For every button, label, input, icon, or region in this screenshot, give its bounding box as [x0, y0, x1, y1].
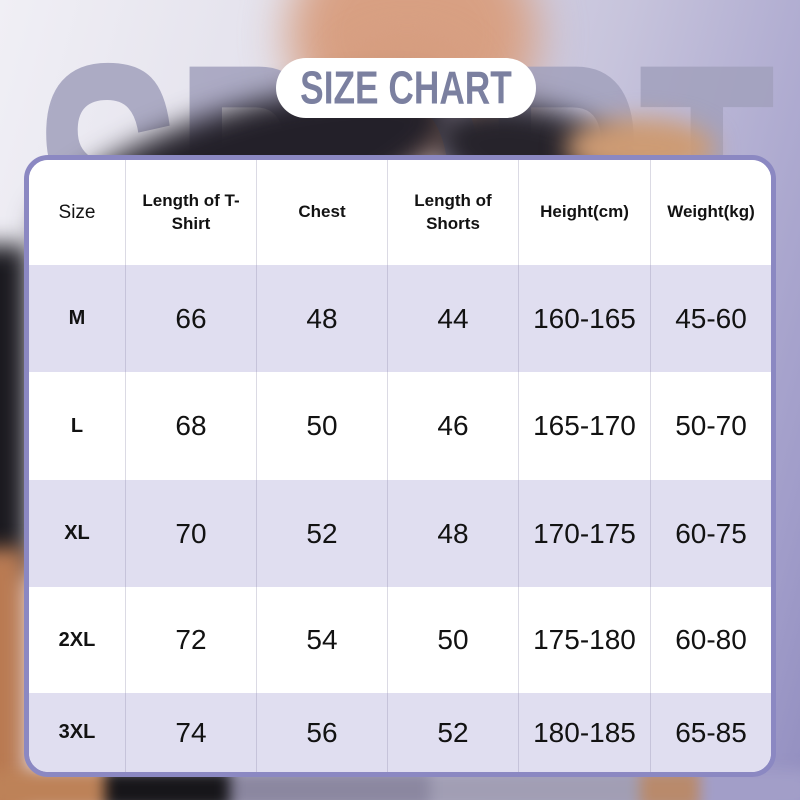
size-cell: L — [29, 372, 126, 480]
value-cell: 70 — [126, 480, 257, 587]
model-left-arm-blur — [0, 548, 26, 800]
value-cell: 180-185 — [519, 693, 651, 772]
value-cell: 65-85 — [675, 716, 747, 748]
header-cell-chest: Chest — [257, 160, 388, 265]
size-cell: XL — [29, 480, 126, 587]
table-row-l: L 68 50 46 165-170 50-70 — [29, 372, 771, 480]
value-cell: 54 — [257, 587, 388, 693]
value-cell: 50 — [257, 372, 388, 480]
header-cell-tshirt-length: Length of T-Shirt — [126, 160, 257, 265]
value-cell: 52 — [388, 693, 519, 772]
page-title: SIZE CHART — [300, 60, 512, 114]
value-cell: 56 — [257, 693, 388, 772]
value-cell: 170-175 — [519, 480, 651, 587]
value-cell: 44 — [388, 265, 519, 372]
table-row-3xl: 3XL 74 56 52 180-185 65-85 — [29, 693, 771, 772]
value-cell: 160-165 — [519, 265, 651, 372]
model-sleeve-blur — [0, 245, 28, 575]
value-cell: 60-80 — [675, 624, 747, 655]
value-cell: 52 — [257, 480, 388, 587]
value-cell: 68 — [126, 372, 257, 480]
table-row-2xl: 2XL 72 54 50 175-180 60-80 — [29, 587, 771, 693]
value-cell: 50-70 — [675, 410, 747, 441]
value-cell: 72 — [126, 587, 257, 693]
size-chart-title-badge: SIZE CHART — [276, 58, 536, 118]
value-cell: 74 — [126, 693, 257, 772]
size-chart-table: Size Length of T-Shirt Chest Length of S… — [24, 155, 776, 777]
table-row-m: M 66 48 44 160-165 45-60 — [29, 265, 771, 372]
value-cell: 60-75 — [675, 517, 747, 549]
table-row-xl: XL 70 52 48 170-175 60-75 — [29, 480, 771, 587]
size-cell: M — [29, 265, 126, 372]
header-cell-weight: Weight(kg) — [667, 202, 755, 222]
table-header-row: Size Length of T-Shirt Chest Length of S… — [29, 160, 771, 265]
size-cell: 3XL — [29, 693, 126, 772]
value-cell: 50 — [388, 587, 519, 693]
header-cell-size: Size — [29, 160, 126, 265]
size-cell: 2XL — [29, 587, 126, 693]
value-cell: 165-170 — [519, 372, 651, 480]
value-cell: 48 — [257, 265, 388, 372]
value-cell: 48 — [388, 480, 519, 587]
value-cell: 45-60 — [675, 302, 747, 334]
value-cell: 66 — [126, 265, 257, 372]
header-cell-height: Height(cm) — [519, 160, 651, 265]
value-cell: 175-180 — [519, 587, 651, 693]
header-cell-shorts-length: Length of Shorts — [388, 160, 519, 265]
value-cell: 46 — [388, 372, 519, 480]
